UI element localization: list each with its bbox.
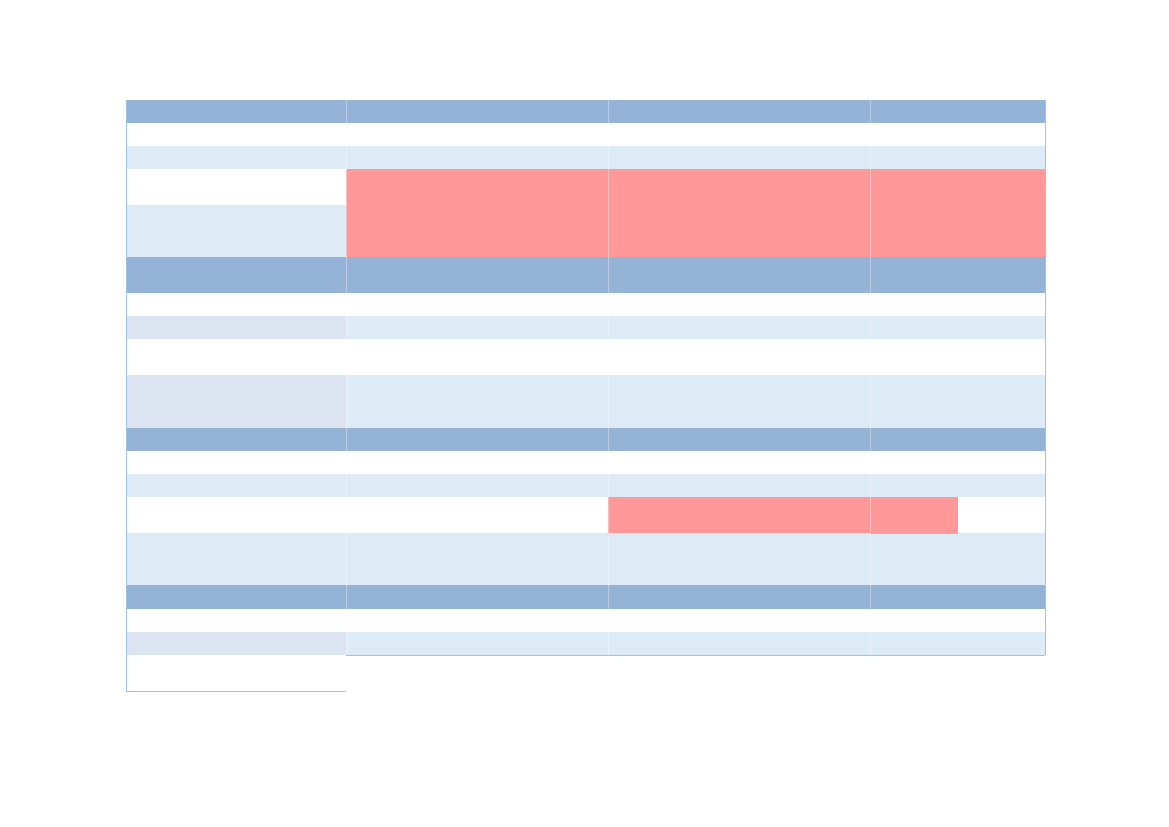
table-cell <box>346 428 608 452</box>
table-cell <box>608 100 870 124</box>
table-cell <box>346 257 608 294</box>
table-cell <box>126 428 346 452</box>
table-cell <box>346 632 608 656</box>
table-cell <box>126 339 346 376</box>
table-cell <box>608 339 870 376</box>
table-cell <box>126 205 346 258</box>
table-cell <box>870 100 1045 124</box>
table-cell <box>346 497 608 534</box>
table-cell <box>608 123 870 147</box>
table-cell <box>346 169 608 206</box>
table-cell <box>608 474 870 498</box>
table-cell <box>346 100 608 124</box>
table-cell <box>346 316 608 340</box>
table-cell <box>870 339 1045 376</box>
table-cell <box>346 533 608 586</box>
table-cell <box>126 474 346 498</box>
table-cell <box>126 100 346 124</box>
table-cell <box>126 257 346 294</box>
table-cell <box>346 339 608 376</box>
table-cell <box>870 146 1045 170</box>
table-cell <box>870 632 1045 656</box>
table-cell <box>608 497 870 534</box>
column-divider <box>870 100 871 655</box>
table-cell <box>870 293 1045 317</box>
table-cell <box>870 533 1045 586</box>
table-cell <box>608 533 870 586</box>
table-cell <box>126 533 346 586</box>
table-cell <box>608 632 870 656</box>
table-cell <box>608 585 870 610</box>
table-cell <box>870 428 1045 452</box>
table-cell <box>346 293 608 317</box>
highlight-cell <box>870 497 958 534</box>
table-cell <box>870 375 1045 429</box>
table-cell <box>346 451 608 475</box>
table-cell <box>870 123 1045 147</box>
table-cell <box>126 632 346 656</box>
table-cell <box>608 375 870 429</box>
table-cell <box>608 293 870 317</box>
table-cell <box>870 474 1045 498</box>
table-cell <box>126 123 346 147</box>
table-cell <box>126 316 346 340</box>
table-cell <box>346 375 608 429</box>
table-cell <box>126 609 346 633</box>
table-cell <box>870 585 1045 610</box>
table-cell <box>346 205 608 258</box>
column-divider <box>608 100 609 655</box>
table-cell <box>608 257 870 294</box>
table-cell <box>608 169 870 206</box>
table-cell <box>870 451 1045 475</box>
table-cell <box>608 451 870 475</box>
table-cell <box>126 293 346 317</box>
table-cell <box>608 609 870 633</box>
table-cell <box>608 146 870 170</box>
table-cell <box>870 257 1045 294</box>
table-cell <box>126 451 346 475</box>
table-cell <box>608 428 870 452</box>
table-cell <box>126 375 346 429</box>
table-cell <box>346 585 608 610</box>
table-cell <box>608 316 870 340</box>
table-cell <box>870 205 1045 258</box>
table-cell <box>126 655 346 692</box>
table-cell <box>126 497 346 534</box>
table-cell <box>346 146 608 170</box>
table-cell <box>126 146 346 170</box>
table-cell <box>346 474 608 498</box>
table-cell <box>346 609 608 633</box>
table-cell <box>870 609 1045 633</box>
table-cell <box>870 316 1045 340</box>
column-divider <box>346 100 347 655</box>
left-border <box>126 100 127 691</box>
table-cell <box>608 205 870 258</box>
table-cell <box>346 123 608 147</box>
right-border <box>1045 100 1046 655</box>
table-cell <box>126 585 346 610</box>
table-cell <box>126 169 346 206</box>
table-cell <box>870 169 1045 206</box>
